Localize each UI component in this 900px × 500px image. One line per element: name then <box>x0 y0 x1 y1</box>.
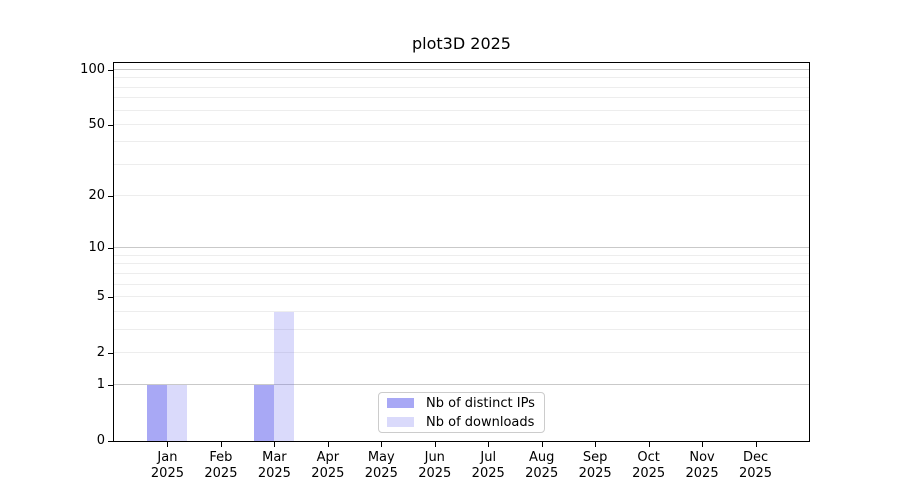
grid-line-minor-70 <box>114 97 809 99</box>
y-tick-1 <box>108 385 113 387</box>
plot-area <box>113 62 810 442</box>
x-tick-label-sep: Sep 2025 <box>578 450 612 481</box>
y-tick-10 <box>108 248 113 250</box>
y-tick-label-0: 0 <box>96 433 105 448</box>
y-tick-0 <box>108 441 113 442</box>
grid-line-minor-40 <box>114 141 809 143</box>
x-tick-label-apr: Apr 2025 <box>311 450 345 481</box>
grid-line-minor-60 <box>114 109 809 111</box>
x-tick-label-nov: Nov 2025 <box>685 450 719 481</box>
y-tick-5 <box>108 296 113 298</box>
x-tick-label-jul: Jul 2025 <box>471 450 505 481</box>
bar-distinct-ips-mar <box>254 385 275 441</box>
grid-line-minor-30 <box>114 163 809 165</box>
x-tick-label-aug: Aug 2025 <box>525 450 559 481</box>
x-tick-feb <box>220 442 222 447</box>
y-tick-2 <box>108 352 113 354</box>
y-tick-20 <box>108 196 113 198</box>
grid-line-minor-50 <box>114 123 809 125</box>
x-tick-jul <box>488 442 490 447</box>
legend-entry-distinct-ips: Nb of distinct IPs <box>387 394 536 412</box>
legend-swatch-distinct-ips-icon <box>387 398 414 408</box>
y-tick-label-100: 100 <box>80 62 105 77</box>
x-tick-mar <box>274 442 276 447</box>
bar-downloads-jan <box>167 385 188 441</box>
legend: Nb of distinct IPs Nb of downloads <box>378 392 545 433</box>
x-tick-label-may: May 2025 <box>364 450 398 481</box>
x-tick-dec <box>755 442 757 447</box>
y-tick-label-1: 1 <box>96 377 105 393</box>
grid-line-minor-2 <box>114 351 809 353</box>
bar-distinct-ips-jan <box>147 385 168 441</box>
x-tick-label-jan: Jan 2025 <box>150 450 184 481</box>
grid-line-major-100 <box>114 69 809 70</box>
x-tick-sep <box>595 442 597 447</box>
x-tick-may <box>381 442 383 447</box>
x-tick-apr <box>327 442 329 447</box>
grid-line-minor-7 <box>114 272 809 274</box>
x-tick-label-feb: Feb 2025 <box>204 450 238 481</box>
x-tick-nov <box>702 442 704 447</box>
x-tick-label-oct: Oct 2025 <box>632 450 666 481</box>
grid-line-minor-80 <box>114 86 809 88</box>
legend-entry-downloads: Nb of downloads <box>387 413 536 431</box>
y-tick-label-10: 10 <box>88 240 105 256</box>
grid-line-minor-9 <box>114 254 809 256</box>
legend-label-distinct-ips: Nb of distinct IPs <box>426 395 535 411</box>
y-tick-50 <box>108 124 113 126</box>
bar-downloads-mar <box>274 311 295 441</box>
y-tick-label-2: 2 <box>96 344 105 360</box>
x-tick-jan <box>167 442 169 447</box>
grid-line-major-10 <box>114 247 809 249</box>
grid-line-minor-90 <box>114 77 809 79</box>
x-tick-oct <box>648 442 650 447</box>
y-tick-label-50: 50 <box>88 116 105 132</box>
legend-label-downloads: Nb of downloads <box>426 414 535 430</box>
y-tick-100 <box>108 70 113 71</box>
x-tick-aug <box>541 442 543 447</box>
x-tick-label-mar: Mar 2025 <box>257 450 291 481</box>
x-tick-label-jun: Jun 2025 <box>418 450 452 481</box>
grid-line-minor-4 <box>114 310 809 312</box>
grid-line-minor-20 <box>114 195 809 197</box>
grid-line-minor-8 <box>114 263 809 265</box>
grid-line-minor-5 <box>114 295 809 297</box>
x-tick-jun <box>434 442 436 447</box>
chart-title: plot3D 2025 <box>412 34 511 53</box>
grid-line-minor-6 <box>114 283 809 285</box>
legend-swatch-downloads-icon <box>387 417 414 427</box>
grid-line-minor-3 <box>114 328 809 330</box>
y-tick-label-5: 5 <box>96 288 105 304</box>
grid-line-major-1 <box>114 384 809 386</box>
x-tick-label-dec: Dec 2025 <box>738 450 773 481</box>
y-tick-label-20: 20 <box>88 188 105 204</box>
